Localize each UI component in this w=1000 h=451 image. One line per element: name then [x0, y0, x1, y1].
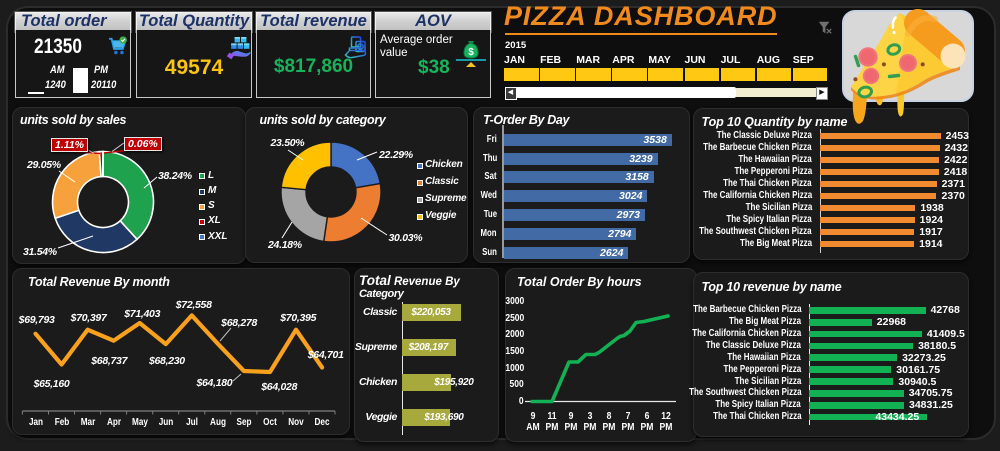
svg-text:$: $: [468, 47, 474, 58]
